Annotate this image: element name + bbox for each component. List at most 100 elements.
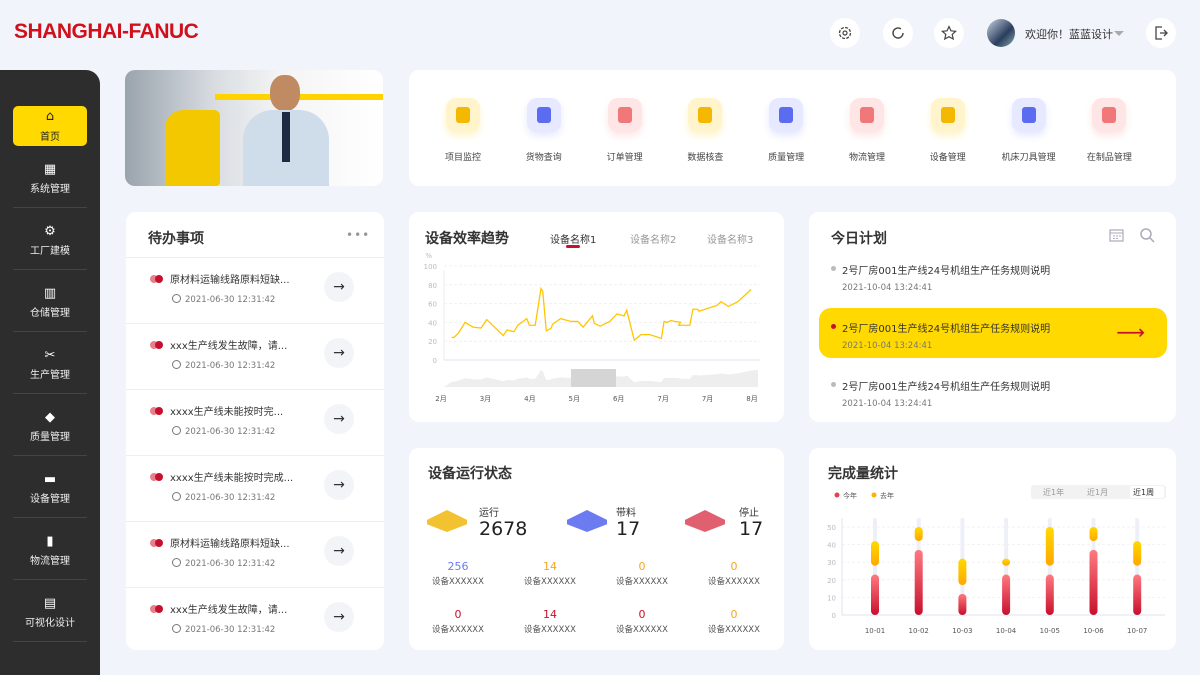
person-head-image (270, 75, 300, 111)
robot-arm-image (165, 110, 220, 186)
quick-item-5[interactable]: 物流管理 (827, 98, 907, 163)
todo-text: xxx生产线发生故障，请... (170, 341, 288, 352)
todo-time: 2021-06-30 12:31:42 (172, 624, 275, 635)
todo-time-text: 2021-06-30 12:31:42 (185, 559, 276, 569)
today-plan-panel: 今日计划 2号厂房001生产线24号机组生产任务规则说明 2021-10-04 1… (809, 212, 1176, 422)
status-stat: 0 设备XXXXXX (597, 560, 687, 587)
sidebar-item-7[interactable]: ▮ 物流管理 (13, 522, 87, 580)
range-week[interactable]: 近1周 (1133, 488, 1155, 497)
todo-item[interactable]: xxx生产线发生故障，请... 2021-06-30 12:31:42 → (126, 323, 384, 389)
stat-label: 设备XXXXXX (708, 577, 760, 587)
diamond-icon: ◆ (45, 409, 55, 425)
sidebar-item-label: 质量管理 (30, 432, 70, 443)
plan-item[interactable]: 2号厂房001生产线24号机组生产任务规则说明 2021-10-04 13:24:… (819, 366, 1167, 416)
gear-icon (850, 98, 884, 132)
more-icon[interactable]: ••• (346, 228, 371, 242)
status-2-icon (685, 510, 725, 532)
sidebar-item-6[interactable]: ▬ 设备管理 (13, 460, 87, 518)
stat-value: 14 (543, 608, 557, 621)
efficiency-trend-panel: 设备效率趋势 设备名称1 设备名称2 设备名称3 (409, 212, 784, 422)
todo-text: 原材料运输线路原料短缺... (170, 539, 290, 550)
status-value: 17 (739, 518, 764, 540)
range-year[interactable]: 近1年 (1043, 488, 1065, 497)
quick-item-0[interactable]: 项目监控 (423, 98, 503, 163)
tab-device-1[interactable]: 设备名称1 (550, 235, 597, 246)
box-search-icon (526, 98, 561, 132)
alert-icon (150, 473, 164, 481)
todo-time: 2021-06-30 12:31:42 (172, 492, 275, 503)
todo-time-text: 2021-06-30 12:31:42 (185, 493, 276, 503)
stat-label: 设备XXXXXX (616, 625, 668, 635)
sidebar-item-label: 工厂建模 (30, 246, 70, 257)
clock-icon (172, 294, 181, 303)
star-icon (941, 25, 957, 41)
arrow-right-icon[interactable]: → (324, 602, 354, 632)
quick-item-6[interactable]: 设备管理 (908, 98, 988, 163)
sidebar-item-5[interactable]: ◆ 质量管理 (13, 398, 87, 456)
arrow-right-icon[interactable]: → (324, 272, 354, 302)
device-icon (930, 98, 965, 132)
sidebar-item-1[interactable]: ▦ 系统管理 (13, 150, 87, 208)
tab-device-3[interactable]: 设备名称3 (707, 235, 754, 246)
status-stat: 0 设备XXXXXX (689, 560, 779, 587)
quick-item-label: 货物查询 (525, 153, 562, 163)
arrow-right-icon[interactable]: → (324, 338, 354, 368)
chart-icon: ▤ (43, 595, 57, 611)
todo-item[interactable]: xxx生产线发生故障，请... 2021-06-30 12:31:42 → (126, 587, 384, 653)
quick-item-label: 数据核查 (687, 153, 724, 163)
sidebar-item-4[interactable]: ✂ 生产管理 (13, 336, 87, 394)
status-1-icon (567, 510, 607, 532)
camera-icon (446, 98, 480, 132)
plan-item[interactable]: 2号厂房001生产线24号机组生产任务规则说明 2021-10-04 13:24:… (819, 250, 1167, 300)
quick-item-8[interactable]: 在制品管理 (1069, 98, 1149, 163)
favorite-button[interactable] (934, 18, 964, 48)
plan-title: 今日计划 (831, 231, 887, 247)
sidebar-item-2[interactable]: ⚙ 工厂建模 (13, 212, 87, 270)
sidebar-item-3[interactable]: ▥ 仓储管理 (13, 274, 87, 332)
quick-item-1[interactable]: 货物查询 (504, 98, 584, 163)
arrow-right-icon[interactable]: → (324, 536, 354, 566)
todo-item[interactable]: 原材料运输线路原料短缺... 2021-06-30 12:31:42 → (126, 257, 384, 323)
status-stat: 0 设备XXXXXX (597, 608, 687, 635)
quick-item-label: 物流管理 (848, 153, 885, 163)
shield-check-icon (769, 98, 804, 132)
status-stat: 0 设备XXXXXX (689, 608, 779, 635)
range-selector: 近1年 近1月 近1周 (1031, 485, 1166, 499)
sidebar-item-8[interactable]: ▤ 可视化设计 (13, 584, 87, 642)
tab-device-2[interactable]: 设备名称2 (630, 235, 677, 246)
logout-button[interactable] (1146, 18, 1176, 48)
active-range-bg (1130, 486, 1164, 498)
quick-item-2[interactable]: 订单管理 (585, 98, 665, 163)
quick-access-panel: 项目监控 货物查询 订单管理 数据核查 质量管理 物流管理 设备管理 机床刀具管理 在制品管理 (409, 70, 1176, 186)
todo-text: xxxx生产线未能按时完成... (170, 473, 294, 484)
gear-icon (838, 26, 852, 40)
arrow-right-icon[interactable]: → (324, 470, 354, 500)
sidebar-item-0[interactable]: ⌂ 首页 (13, 106, 87, 146)
quick-item-3[interactable]: 数据核查 (665, 98, 745, 163)
arrow-right-icon[interactable]: → (324, 404, 354, 434)
stat-label: 设备XXXXXX (524, 625, 576, 635)
chevron-down-icon[interactable] (1114, 31, 1124, 36)
range-month[interactable]: 近1月 (1087, 488, 1109, 497)
avatar[interactable] (987, 19, 1015, 47)
quick-item-7[interactable]: 机床刀具管理 (989, 98, 1069, 163)
todo-time-text: 2021-06-30 12:31:42 (185, 361, 276, 371)
todo-item[interactable]: 原材料运输线路原料短缺... 2021-06-30 12:31:42 → (126, 521, 384, 587)
todo-text: 原材料运输线路原料短缺... (170, 275, 290, 286)
todo-time-text: 2021-06-30 12:31:42 (185, 427, 276, 437)
todo-item[interactable]: xxxx生产线未能按时完成... 2021-06-30 12:31:42 → (126, 455, 384, 521)
quick-item-4[interactable]: 质量管理 (746, 98, 826, 163)
stat-value: 0 (730, 560, 738, 573)
plan-item[interactable]: 2号厂房001生产线24号机组生产任务规则说明 2021-10-04 13:24:… (819, 308, 1167, 358)
drill-icon (1011, 98, 1046, 132)
stat-label: 设备XXXXXX (616, 577, 668, 587)
refresh-button[interactable] (883, 18, 913, 48)
todo-item[interactable]: xxxx生产线未能按时完... 2021-06-30 12:31:42 → (126, 389, 384, 455)
logo[interactable]: SHANGHAI-FANUC (14, 20, 199, 43)
status-label: 运行 (479, 508, 499, 519)
calendar-icon[interactable] (1109, 228, 1124, 242)
settings-button[interactable] (830, 18, 860, 48)
todo-time: 2021-06-30 12:31:42 (172, 426, 275, 437)
logout-icon (1155, 26, 1168, 40)
search-icon[interactable] (1139, 227, 1155, 243)
